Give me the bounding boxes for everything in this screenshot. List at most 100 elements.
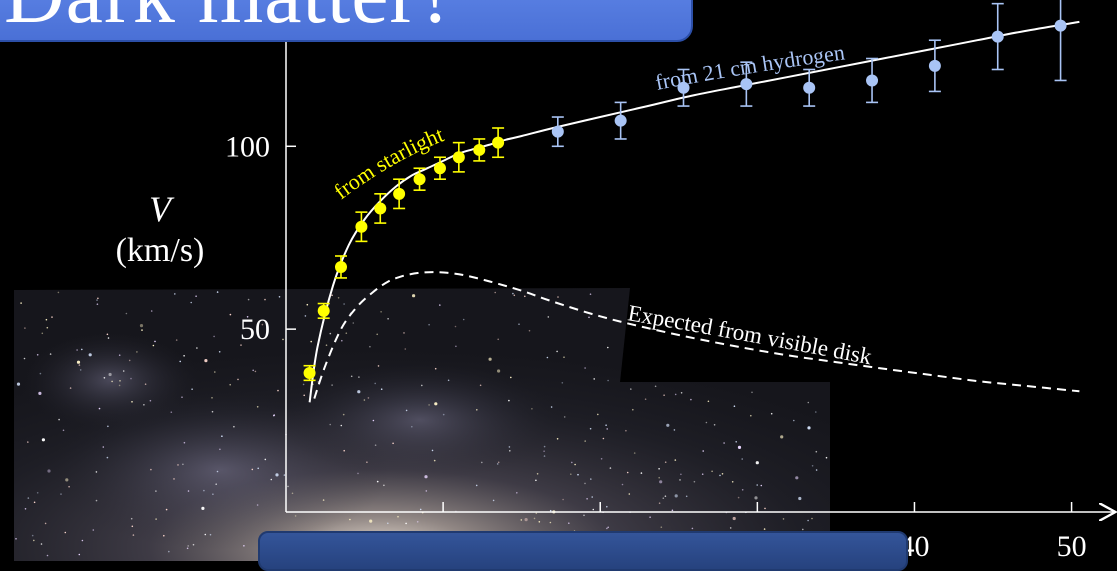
star xyxy=(39,372,42,375)
star xyxy=(51,316,53,318)
star xyxy=(277,389,279,392)
star xyxy=(175,339,178,341)
star xyxy=(41,332,44,335)
star xyxy=(606,505,608,508)
hydrogen-data-point xyxy=(614,114,627,127)
starlight-data-point xyxy=(303,367,316,380)
expected-annotation: Expected from visible disk xyxy=(626,300,874,369)
star xyxy=(24,327,26,329)
star xyxy=(546,356,549,359)
star xyxy=(434,367,437,370)
star xyxy=(282,338,284,341)
star xyxy=(103,377,106,379)
star xyxy=(247,298,250,301)
star xyxy=(168,550,170,553)
star xyxy=(95,471,98,473)
star xyxy=(497,461,500,464)
star xyxy=(209,533,212,536)
star xyxy=(547,316,550,318)
star xyxy=(78,553,81,556)
star xyxy=(741,458,743,460)
star xyxy=(33,501,36,504)
star xyxy=(589,293,592,296)
star xyxy=(434,402,438,406)
star xyxy=(664,461,667,464)
star xyxy=(802,528,804,531)
star xyxy=(815,469,818,471)
star xyxy=(60,493,62,495)
y-axis-label-symbol: V xyxy=(149,189,171,229)
star xyxy=(331,294,333,297)
star xyxy=(213,335,215,338)
star xyxy=(671,509,674,512)
star xyxy=(215,483,217,486)
star xyxy=(251,468,254,471)
star xyxy=(229,383,231,386)
star xyxy=(763,528,766,530)
star xyxy=(782,518,785,520)
star xyxy=(625,429,627,432)
star xyxy=(343,303,345,305)
star xyxy=(630,388,632,390)
star xyxy=(607,526,609,529)
star xyxy=(20,302,22,304)
star xyxy=(131,401,133,403)
star xyxy=(721,473,724,475)
star xyxy=(750,414,752,417)
star xyxy=(287,485,289,488)
star xyxy=(516,492,518,494)
star xyxy=(76,360,81,364)
star xyxy=(685,495,688,498)
star xyxy=(341,339,343,342)
star xyxy=(807,401,810,404)
star xyxy=(561,382,564,384)
star xyxy=(27,441,29,443)
star xyxy=(96,303,99,306)
star xyxy=(628,493,631,495)
star xyxy=(690,398,692,401)
starlight-data-point xyxy=(473,143,486,156)
star xyxy=(294,515,297,517)
star xyxy=(203,489,205,492)
star xyxy=(24,508,27,510)
starlight-data-point xyxy=(492,136,505,149)
star xyxy=(597,413,599,416)
star xyxy=(543,450,545,453)
star xyxy=(337,297,340,299)
star xyxy=(125,312,128,315)
star xyxy=(261,323,264,326)
star xyxy=(405,522,407,525)
star xyxy=(187,490,190,492)
starlight-data-point xyxy=(413,173,426,186)
star xyxy=(331,384,333,386)
star xyxy=(574,463,576,466)
star xyxy=(481,461,483,464)
star xyxy=(416,521,419,523)
star xyxy=(673,429,676,431)
starlight-data-point xyxy=(355,220,368,233)
star xyxy=(131,525,134,528)
star xyxy=(729,527,732,529)
star xyxy=(237,378,239,381)
star xyxy=(488,357,492,361)
star xyxy=(811,465,814,467)
star xyxy=(798,496,802,501)
star xyxy=(476,409,478,411)
star xyxy=(15,538,17,540)
star xyxy=(557,296,559,298)
star xyxy=(367,397,370,399)
hydrogen-data-point xyxy=(991,30,1004,43)
star xyxy=(496,463,499,465)
star xyxy=(447,379,450,382)
star xyxy=(723,442,725,444)
star xyxy=(605,424,607,427)
expected-disk-curve xyxy=(313,271,1080,399)
star xyxy=(543,445,546,448)
star xyxy=(756,484,758,486)
star xyxy=(150,310,153,312)
star xyxy=(366,461,368,464)
star xyxy=(303,394,306,397)
star xyxy=(664,495,667,498)
star xyxy=(174,293,176,295)
